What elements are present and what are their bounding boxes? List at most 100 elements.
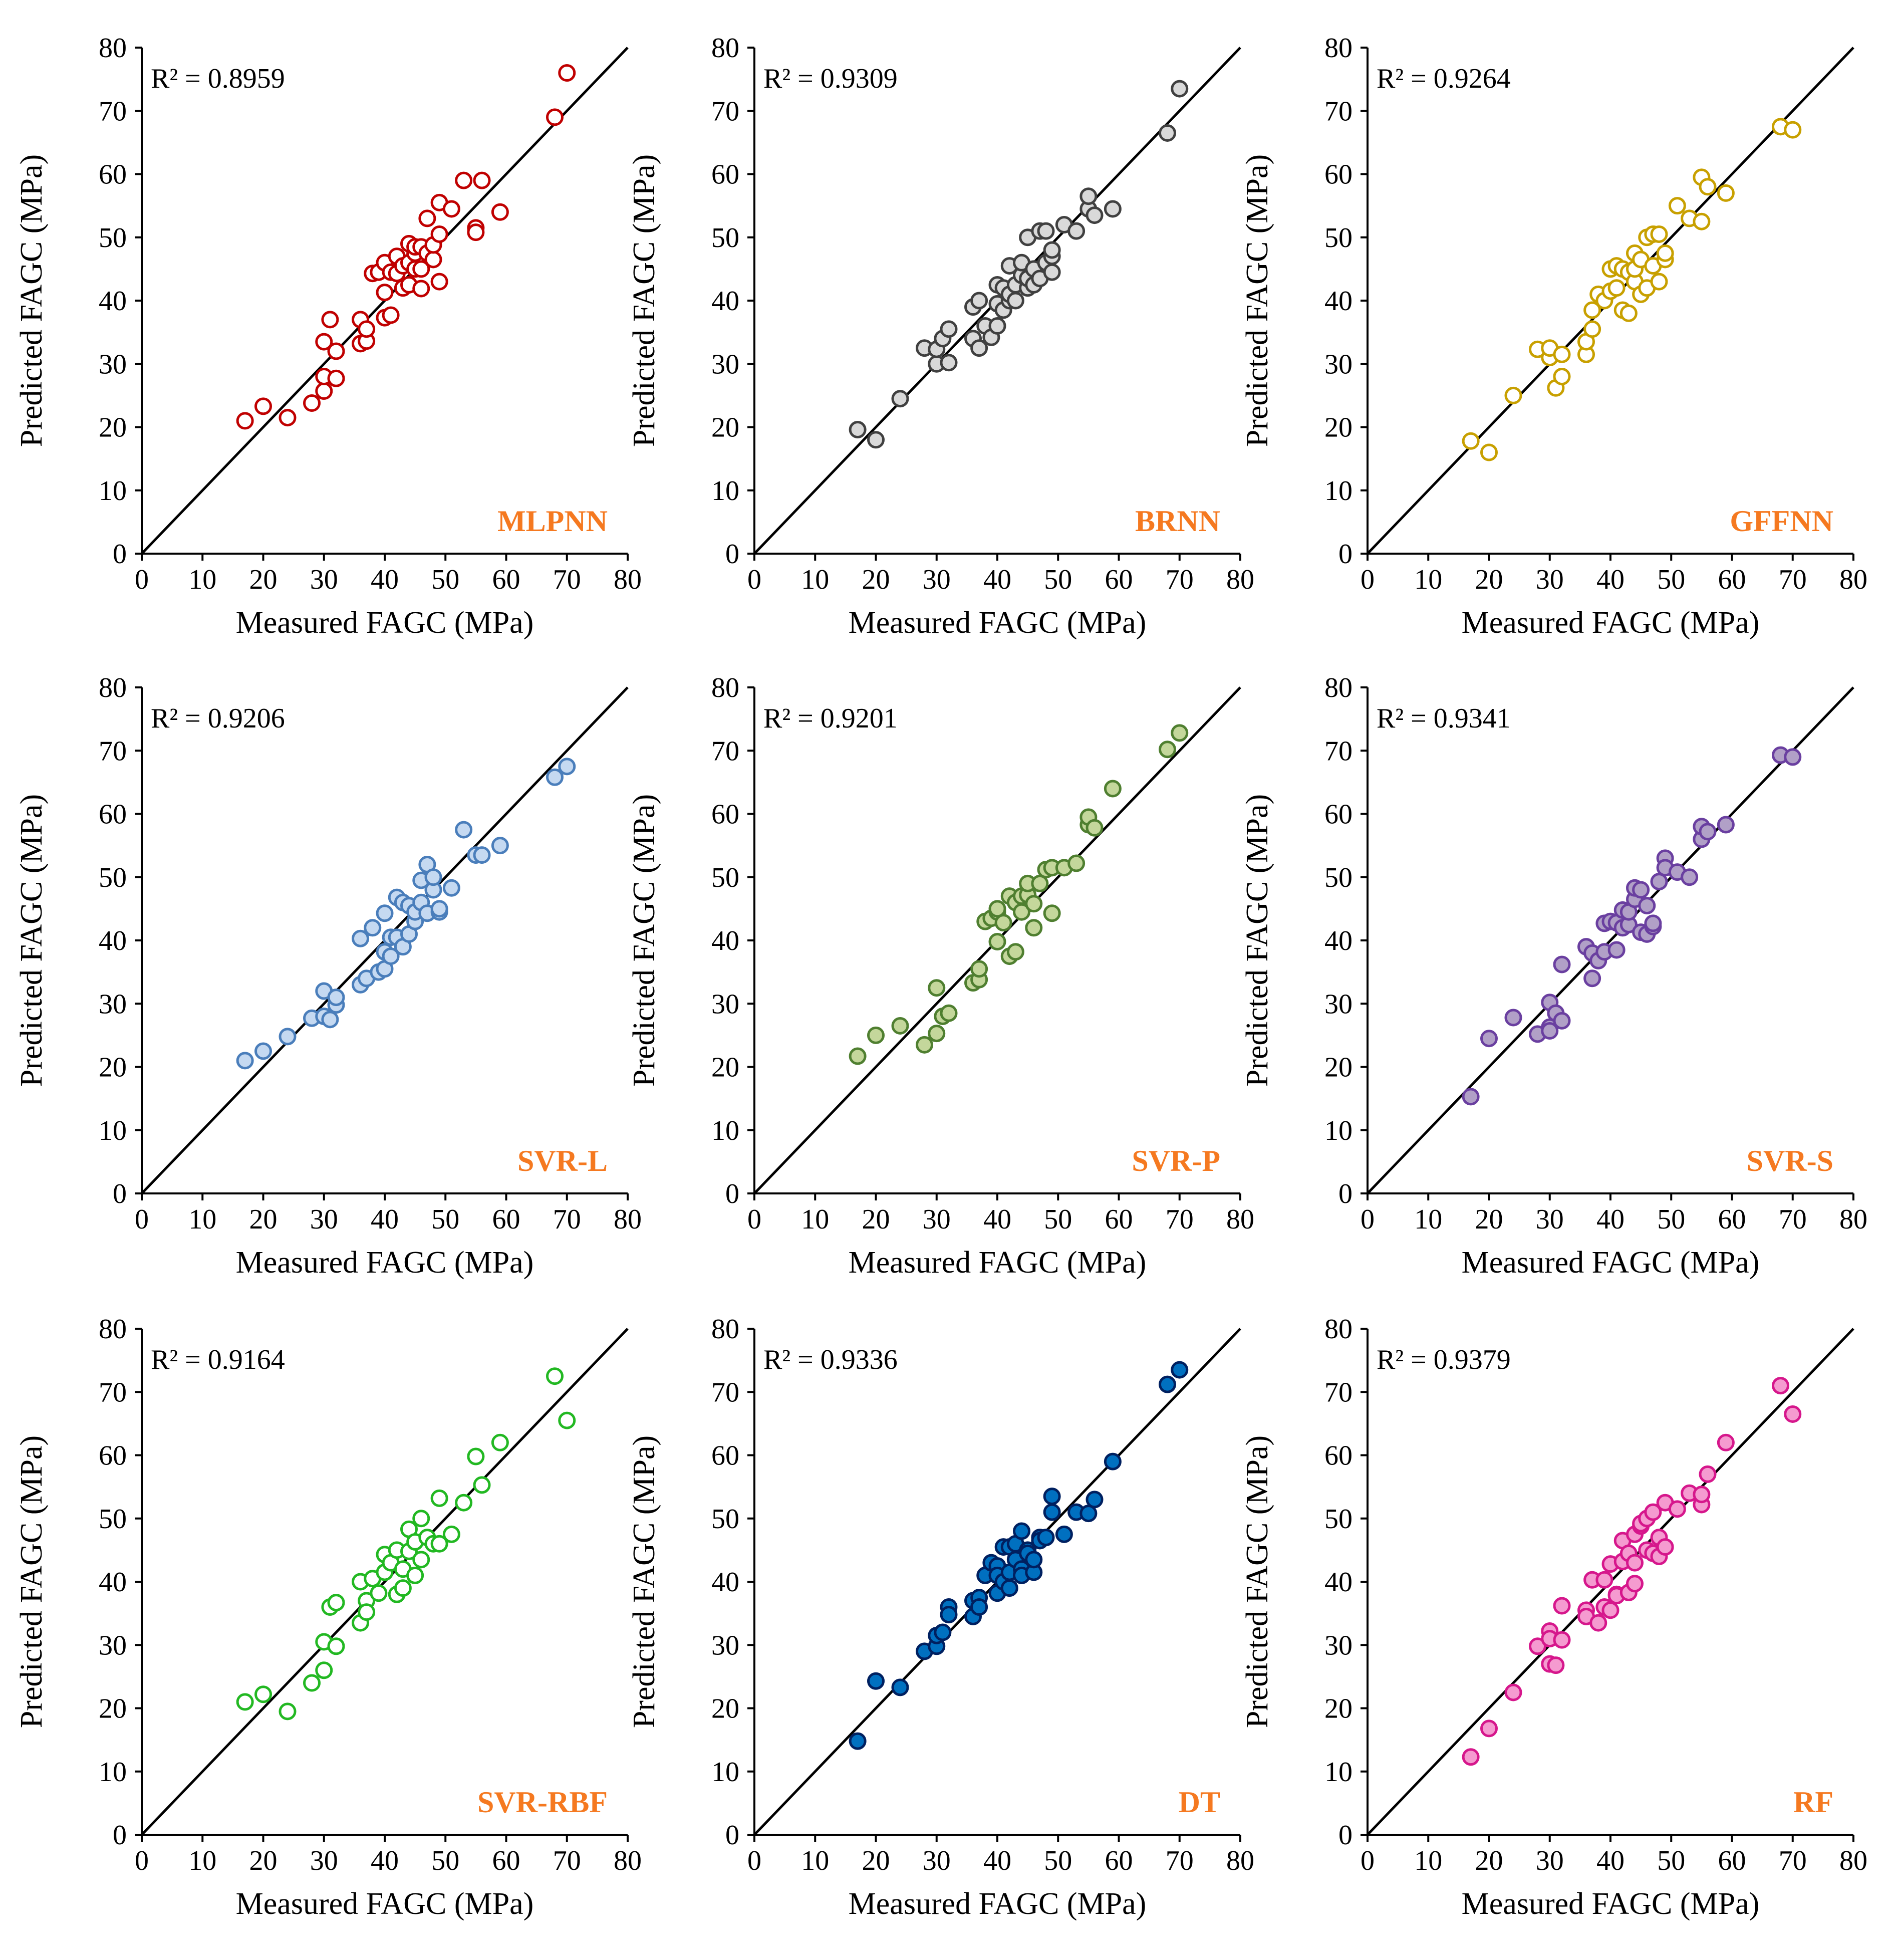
data-point [1784, 748, 1802, 766]
x-tick-label: 40 [983, 564, 1011, 595]
y-tick-label: 40 [711, 925, 739, 956]
data-point [1681, 868, 1699, 886]
y-tick-label: 20 [711, 1693, 739, 1725]
y-tick-label: 80 [99, 1314, 127, 1345]
data-point [1668, 1500, 1686, 1518]
y-tick-label: 0 [113, 1178, 127, 1209]
data-point [1553, 955, 1571, 973]
y-tick-label: 0 [725, 539, 739, 570]
y-tick-label: 60 [1324, 799, 1352, 830]
data-point [327, 1594, 345, 1612]
x-axis-label: Measured FAGC (MPa) [849, 1246, 1147, 1280]
data-point [406, 1566, 424, 1584]
y-axis-label: Predicted FAGC (MPa) [1240, 1435, 1274, 1728]
data-point [1547, 1656, 1565, 1674]
r2-annotation: R² = 0.8959 [151, 63, 285, 94]
x-axis-label: Measured FAGC (MPa) [236, 1246, 534, 1280]
data-point [1037, 222, 1055, 240]
chart-panel-rf: 00 10 10 20 20 30 30 40 40 50 50 60 60 70 70 80 80 Measur… [1240, 1314, 1867, 1921]
y-tick-label: 60 [99, 1440, 127, 1472]
data-point [546, 108, 564, 126]
chart-panel-dt: 00 10 10 20 20 30 30 40 40 50 50 60 60 70 70 80 80 Measur… [627, 1314, 1254, 1921]
data-point [1638, 897, 1656, 915]
data-point [430, 225, 448, 243]
data-point [940, 354, 958, 372]
y-axis-label: Predicted FAGC (MPa) [627, 154, 661, 447]
data-point [988, 900, 1006, 918]
x-tick-label: 60 [1718, 1204, 1746, 1235]
data-point [1159, 124, 1176, 142]
x-tick-label: 40 [371, 1845, 399, 1876]
model-label: SVR-P [1132, 1144, 1220, 1177]
y-tick-label: 20 [99, 1693, 127, 1725]
y-tick-label: 70 [1324, 736, 1352, 767]
data-point [1504, 1683, 1522, 1701]
data-point [1553, 1631, 1571, 1649]
y-axis-label: Predicted FAGC (MPa) [627, 794, 661, 1087]
data-point [1480, 443, 1498, 461]
data-point [394, 1579, 412, 1597]
x-tick-label: 20 [862, 1204, 890, 1235]
x-tick-label: 0 [1361, 564, 1375, 595]
data-point [891, 1017, 909, 1035]
model-label: DT [1179, 1786, 1220, 1819]
x-tick-label: 40 [1596, 1845, 1625, 1876]
x-axis-label: Measured FAGC (MPa) [1462, 1887, 1760, 1921]
data-point [321, 311, 339, 329]
y-tick-label: 50 [99, 1504, 127, 1535]
y-tick-label: 80 [711, 33, 739, 64]
data-point [1462, 432, 1480, 450]
y-tick-label: 10 [711, 1757, 739, 1788]
y-tick-label: 10 [99, 1115, 127, 1146]
y-tick-label: 80 [1324, 1314, 1352, 1345]
x-tick-label: 50 [1044, 1845, 1072, 1876]
y-tick-label: 60 [711, 159, 739, 190]
data-point [1504, 386, 1522, 404]
data-point [1553, 1012, 1571, 1030]
y-axis-label: Predicted FAGC (MPa) [1240, 154, 1274, 447]
data-point [1086, 1491, 1104, 1509]
data-point [1607, 279, 1626, 297]
data-point [1772, 1377, 1789, 1395]
x-tick-label: 80 [614, 1204, 642, 1235]
x-tick-label: 10 [188, 564, 216, 595]
data-point [327, 989, 345, 1007]
model-label: GFFNN [1730, 505, 1833, 538]
y-tick-label: 60 [99, 159, 127, 190]
x-tick-label: 70 [1779, 1204, 1807, 1235]
data-point [1589, 1614, 1607, 1632]
data-point [1171, 1361, 1189, 1379]
data-point [418, 209, 436, 227]
x-tick-label: 40 [1596, 564, 1625, 595]
y-tick-label: 80 [711, 1314, 739, 1345]
y-tick-label: 40 [1324, 925, 1352, 956]
x-tick-label: 20 [1475, 1845, 1503, 1876]
data-point [1171, 724, 1189, 742]
data-point [849, 1047, 867, 1065]
y-tick-label: 20 [1324, 412, 1352, 443]
data-point [1699, 823, 1717, 841]
x-tick-label: 30 [923, 1204, 951, 1235]
data-point [558, 64, 576, 82]
data-point [1668, 197, 1686, 215]
data-point [1699, 1465, 1717, 1483]
data-point [1462, 1088, 1480, 1106]
x-tick-label: 80 [1226, 1845, 1254, 1876]
data-point [1025, 1551, 1043, 1569]
y-tick-label: 70 [1324, 96, 1352, 127]
y-tick-label: 10 [711, 475, 739, 507]
chart-panel-gffnn: 00 10 10 20 20 30 30 40 40 50 50 60 60 70 70 80 80 Measur… [1240, 33, 1867, 640]
data-point [1784, 121, 1802, 139]
x-tick-label: 0 [1361, 1204, 1375, 1235]
data-point [1553, 368, 1571, 385]
x-tick-label: 0 [747, 564, 761, 595]
data-point [928, 979, 946, 997]
data-point [849, 1732, 867, 1750]
x-tick-label: 10 [1414, 1204, 1442, 1235]
x-tick-label: 40 [371, 1204, 399, 1235]
data-point [473, 846, 491, 864]
y-tick-label: 50 [99, 222, 127, 254]
x-axis-label: Measured FAGC (MPa) [1462, 606, 1760, 640]
chart-panel-svr-p: 00 10 10 20 20 30 30 40 40 50 50 60 60 70 70 80 80 Measur… [627, 672, 1254, 1280]
